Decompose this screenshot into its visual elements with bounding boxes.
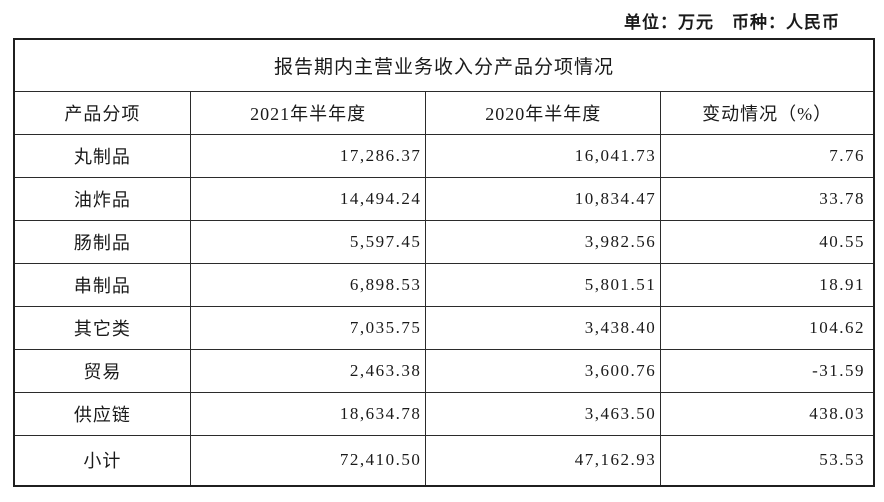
table-subtotal-row: 小计 72,410.50 47,162.93 53.53 — [13, 434, 875, 487]
value-2021-cell: 14,494.24 — [189, 176, 427, 221]
col-header-2020-half: 2020年半年度 — [425, 90, 662, 135]
change-cell: 40.55 — [660, 219, 875, 264]
value-2020-cell: 10,834.47 — [425, 176, 662, 221]
change-cell: 438.03 — [660, 391, 875, 436]
table-row: 油炸品 14,494.24 10,834.47 33.78 — [13, 176, 875, 221]
value-2021-cell: 72,410.50 — [189, 434, 427, 487]
change-cell: -31.59 — [660, 348, 875, 393]
change-cell: 33.78 — [660, 176, 875, 221]
value-2021-cell: 17,286.37 — [189, 133, 427, 178]
change-cell: 18.91 — [660, 262, 875, 307]
product-cell: 丸制品 — [13, 133, 191, 178]
table-header-row: 产品分项 2021年半年度 2020年半年度 变动情况（%） — [13, 90, 875, 135]
table-row: 供应链 18,634.78 3,463.50 438.03 — [13, 391, 875, 436]
value-2020-cell: 5,801.51 — [425, 262, 662, 307]
value-2021-cell: 6,898.53 — [189, 262, 427, 307]
col-header-2021-half: 2021年半年度 — [189, 90, 427, 135]
product-cell: 油炸品 — [13, 176, 191, 221]
value-2020-cell: 3,438.40 — [425, 305, 662, 350]
table-row: 肠制品 5,597.45 3,982.56 40.55 — [13, 219, 875, 264]
revenue-by-product-table: 报告期内主营业务收入分产品分项情况 产品分项 2021年半年度 2020年半年度… — [13, 38, 875, 487]
col-header-change-pct: 变动情况（%） — [660, 90, 875, 135]
change-cell: 53.53 — [660, 434, 875, 487]
value-2021-cell: 18,634.78 — [189, 391, 427, 436]
value-2020-cell: 3,982.56 — [425, 219, 662, 264]
table-row: 其它类 7,035.75 3,438.40 104.62 — [13, 305, 875, 350]
product-cell: 贸易 — [13, 348, 191, 393]
product-cell: 肠制品 — [13, 219, 191, 264]
table-row: 丸制品 17,286.37 16,041.73 7.76 — [13, 133, 875, 178]
product-cell: 小计 — [13, 434, 191, 487]
report-page: 单位：万元 币种：人民币 报告期内主营业务收入分产品分项情况 产品分项 2021… — [13, 0, 875, 487]
unit-currency-note: 单位：万元 币种：人民币 — [624, 13, 840, 32]
product-cell: 其它类 — [13, 305, 191, 350]
product-cell: 串制品 — [13, 262, 191, 307]
value-2021-cell: 2,463.38 — [189, 348, 427, 393]
value-2021-cell: 5,597.45 — [189, 219, 427, 264]
change-cell: 104.62 — [660, 305, 875, 350]
table-title-row: 报告期内主营业务收入分产品分项情况 — [13, 38, 875, 92]
product-cell: 供应链 — [13, 391, 191, 436]
value-2020-cell: 47,162.93 — [425, 434, 662, 487]
table-row: 串制品 6,898.53 5,801.51 18.91 — [13, 262, 875, 307]
value-2020-cell: 3,463.50 — [425, 391, 662, 436]
col-header-product: 产品分项 — [13, 90, 191, 135]
table-title: 报告期内主营业务收入分产品分项情况 — [13, 38, 875, 92]
change-cell: 7.76 — [660, 133, 875, 178]
value-2020-cell: 3,600.76 — [425, 348, 662, 393]
value-2021-cell: 7,035.75 — [189, 305, 427, 350]
table-row: 贸易 2,463.38 3,600.76 -31.59 — [13, 348, 875, 393]
value-2020-cell: 16,041.73 — [425, 133, 662, 178]
